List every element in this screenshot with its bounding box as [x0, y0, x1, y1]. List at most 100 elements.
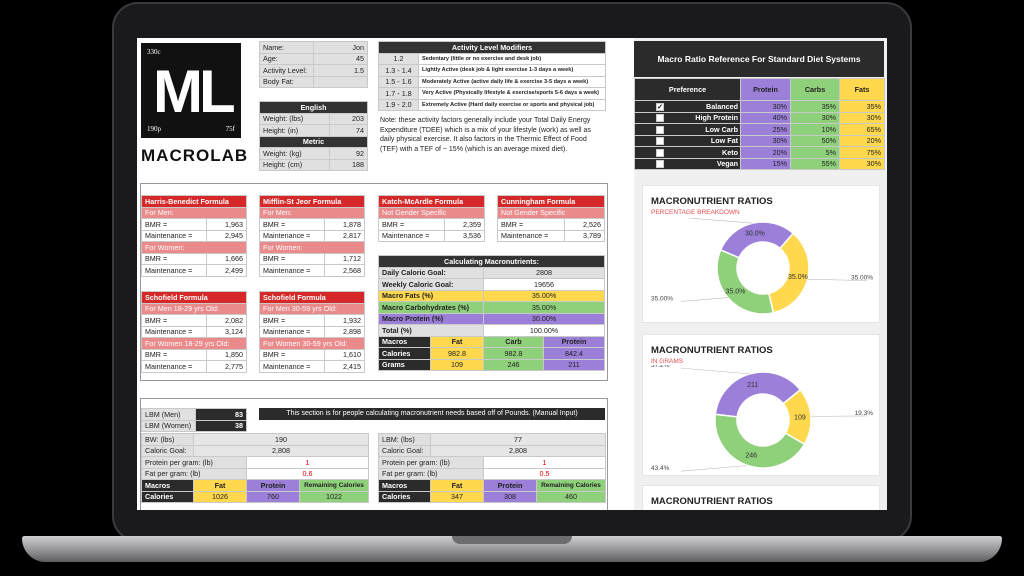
caloric-goal-label: Caloric Goal:: [378, 444, 431, 457]
fat-calories: 1026: [193, 490, 247, 503]
maintenance-label: Maintenance =: [259, 325, 325, 338]
formula-subgroup: For Women 30-59 yrs Old:: [258, 337, 366, 350]
preference-cell: Keto: [634, 146, 741, 159]
leader-line: [807, 278, 868, 281]
reference-title: Macro Ratio Reference For Standard Diet …: [657, 54, 861, 64]
spreadsheet-screen: 330c ML 190p 75f MACROLAB Name: Jon Age: 4…: [137, 38, 887, 510]
fat-per-gram-value[interactable]: 0.5: [483, 467, 606, 480]
slice-label: 30.0%: [745, 230, 765, 237]
height-cm-label: Height: (cm): [259, 158, 330, 171]
preference-label: Low Fat: [710, 136, 738, 146]
macro-fats-value[interactable]: 35.00%: [482, 289, 606, 302]
slice-label: 35.0%: [725, 289, 745, 296]
maintenance-label: Maintenance =: [259, 229, 325, 242]
maintenance-value: 2,499: [206, 264, 247, 277]
bmr-label: BMR =: [141, 218, 207, 231]
slice-label: 246: [745, 453, 757, 460]
preference-checkbox[interactable]: [656, 148, 664, 157]
preference-cell: Low Fat: [634, 134, 741, 147]
schofield-30-59-table: Schofield Formula For Men 30-59 yrs Old:…: [258, 291, 366, 373]
carbs-value: 30%: [790, 111, 840, 124]
harris-benedict-table: Harris-Benedict Formula For Men: BMR = 1,…: [141, 195, 247, 277]
protein-calories: 308: [483, 490, 537, 503]
macro-carbs-value[interactable]: 35.00%: [482, 301, 606, 314]
formula-subgroup: For Men 18-29 yrs Old:: [140, 302, 248, 315]
preference-label: Vegan: [716, 159, 738, 169]
caloric-goal-value: 2,808: [192, 444, 370, 457]
preference-checkbox[interactable]: [656, 114, 664, 123]
maintenance-label: Maintenance =: [141, 360, 207, 373]
pounds-right-table: LBM: (lbs) 77 Caloric Goal: 2,808 Protein …: [378, 433, 606, 503]
activity-table: Activity Level Modifiers 1.2 Sedentary (l…: [377, 41, 607, 111]
activity-level-value[interactable]: 1.5: [313, 64, 368, 77]
bmr-value: 1,963: [206, 218, 247, 231]
donut-chart-grams: 211 37.2% 109 19.3% 246 43.4%: [651, 365, 874, 472]
carb-col-header: Carb: [483, 335, 544, 348]
daily-goal-value: 2808: [482, 266, 606, 279]
lbm-men-label: LBM (Men): [141, 408, 196, 421]
name-label: Name:: [259, 41, 314, 54]
body-fat-value[interactable]: [313, 75, 368, 88]
logo-bottom-left-label: 190p: [147, 125, 161, 133]
caloric-goal-label: Caloric Goal:: [141, 444, 194, 457]
macro-protein-label: Macro Protein (%): [378, 312, 484, 325]
preference-label: Keto: [722, 147, 738, 157]
mifflin-st-jeor-table: Mifflin-St Jeor Formula For Men: BMR = 1,…: [259, 195, 365, 277]
preference-checkbox[interactable]: [656, 160, 664, 169]
fat-calories: 347: [430, 490, 484, 503]
protein-per-gram-value[interactable]: 1: [245, 456, 370, 469]
carbs-value: 5%: [790, 146, 840, 159]
fat-calories: 982.8: [430, 347, 484, 360]
donut-slice-protein: [719, 221, 795, 259]
bmr-label: BMR =: [141, 314, 207, 327]
reference-row: Keto 20% 5% 75%: [634, 146, 885, 159]
preference-label: Low Carb: [705, 124, 738, 134]
activity-description: Lightly Active (desk job & light exercis…: [417, 64, 607, 77]
preference-checkbox[interactable]: ✓: [656, 102, 664, 111]
height-in-value[interactable]: 74: [329, 124, 368, 137]
lbm-table: LBM (Men) 83 LBM (Women) 38: [141, 408, 247, 432]
formula-subgroup: For Men 30-59 yrs Old:: [258, 302, 366, 315]
outer-label: 43.4%: [651, 465, 670, 472]
activity-range: 1.7 - 1.8: [378, 87, 419, 100]
weight-lbs-value[interactable]: 203: [329, 112, 368, 125]
bmr-value: 1,666: [206, 252, 247, 265]
preference-checkbox[interactable]: [656, 137, 664, 146]
fats-value: 30%: [839, 157, 885, 170]
lbm-women-value: 38: [195, 419, 247, 432]
outer-label: 19.3%: [855, 410, 874, 417]
macro-protein-value[interactable]: 30.00%: [482, 312, 606, 325]
donut-slice-protein: [714, 371, 802, 418]
protein-per-gram-value[interactable]: 1: [483, 456, 606, 469]
leader-line: [680, 297, 728, 302]
preference-checkbox[interactable]: [656, 125, 664, 134]
reference-row: Low Fat 30% 50% 20%: [634, 134, 885, 147]
fats-value: 30%: [839, 111, 885, 124]
weekly-goal-label: Weekly Caloric Goal:: [378, 278, 484, 291]
lbm-lbs-label: LBM: (lbs): [378, 433, 431, 446]
carbs-value: 10%: [790, 123, 840, 136]
formula-section: [140, 183, 608, 381]
slice-label: 35.0%: [788, 274, 808, 281]
maintenance-value: 3,536: [443, 229, 486, 242]
schofield-18-29-table: Schofield Formula For Men 18-29 yrs Old:…: [140, 291, 248, 373]
carbs-value: 35%: [790, 100, 840, 113]
fat-per-gram-label: Fat per gram: (lb): [378, 467, 484, 480]
carbs-value: 50%: [790, 134, 840, 147]
weekly-goal-value: 19656: [482, 278, 606, 291]
protein-calories: 760: [246, 490, 300, 503]
fat-per-gram-value[interactable]: 0.6: [245, 467, 370, 480]
metric-header: Metric: [259, 135, 368, 148]
activity-range: 1.2: [378, 52, 419, 65]
height-cm-value: 188: [329, 158, 368, 171]
logo-top-left-label: 330c: [147, 48, 161, 56]
protein-per-gram-label: Protein per gram: (lb): [141, 456, 247, 469]
chart-subtitle: PERCENTAGE BREAKDOWN: [651, 209, 740, 216]
formula-subgroup: For Men:: [141, 206, 247, 219]
chart-title: MACRONUTRIENT RATIOS: [651, 496, 773, 507]
name-value[interactable]: Jon: [313, 41, 368, 54]
age-value[interactable]: 45: [313, 52, 368, 65]
bw-value[interactable]: 190: [192, 433, 370, 446]
maintenance-label: Maintenance =: [259, 360, 325, 373]
activity-range: 1.5 - 1.6: [378, 75, 419, 88]
